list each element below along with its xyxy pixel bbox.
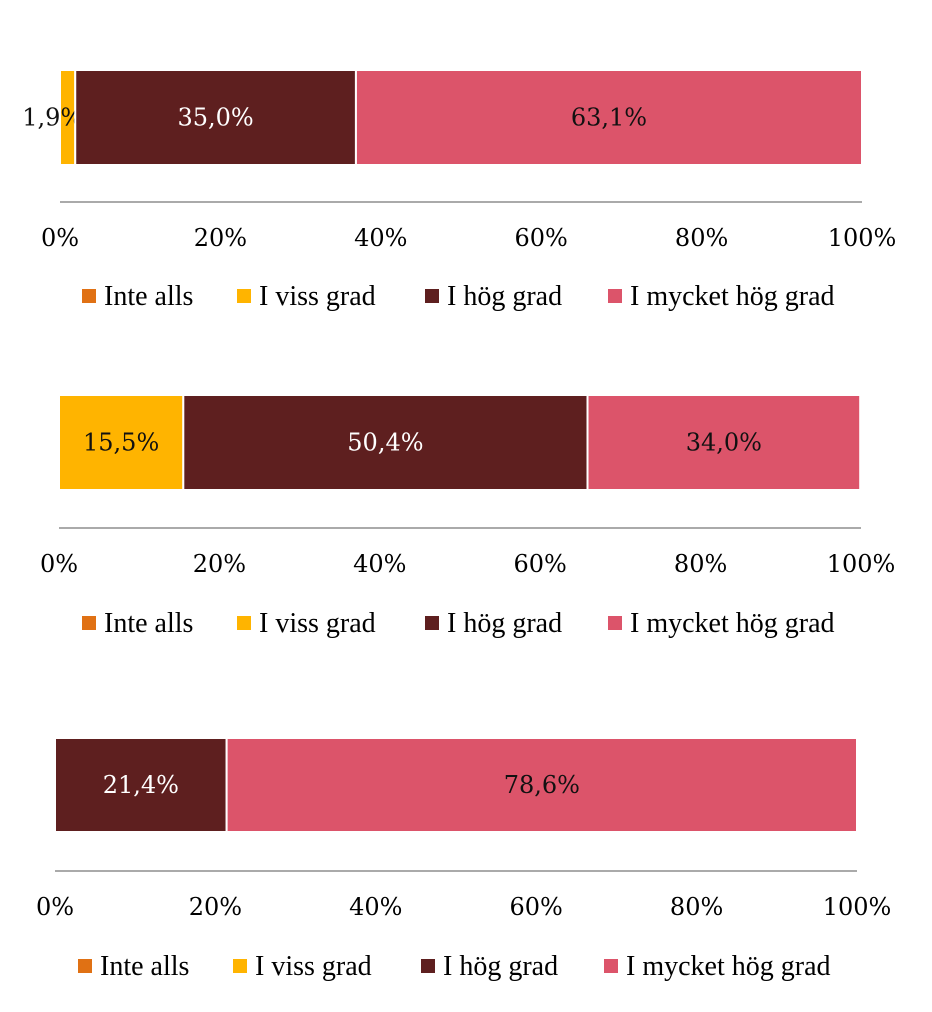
tick-label: 40% <box>353 550 406 578</box>
legend-swatch-i-hog-grad <box>425 616 439 630</box>
tick-label: 60% <box>514 550 567 578</box>
tick-label: 100% <box>828 224 897 252</box>
tick-label: 80% <box>675 224 728 252</box>
legend: Inte alls I viss grad I hög grad I mycket h… <box>82 608 835 639</box>
chart-3: 21,4% 78,6% 0% 20% 40% 60% 80% 100% Inte alls I v… <box>36 737 892 982</box>
legend-swatch-i-mycket-hog-grad <box>604 959 618 973</box>
data-label: 50,4% <box>347 429 423 457</box>
legend-swatch-i-viss-grad <box>233 959 247 973</box>
chart-1: 1,9% 35,0% 63,1% 0% 20% 40% 60% 80% 100% Inte all… <box>22 69 897 312</box>
tick-label: 60% <box>515 224 568 252</box>
tick-label: 0% <box>41 224 79 252</box>
tick-label: 20% <box>194 224 247 252</box>
legend-swatch-inte-alls <box>82 616 96 630</box>
legend-label: Inte alls <box>104 608 193 639</box>
legend-label: I hög grad <box>447 608 562 639</box>
legend-label: I mycket hög grad <box>630 281 835 312</box>
legend-label: I viss grad <box>255 951 372 982</box>
tick-label: 0% <box>40 550 78 578</box>
tick-label: 20% <box>193 550 246 578</box>
tick-label: 80% <box>670 893 723 921</box>
bar-segment-i-viss-grad <box>58 394 185 491</box>
bar-segment-i-mycket-hog-grad <box>225 737 859 833</box>
tick-label: 0% <box>36 893 74 921</box>
data-label: 15,5% <box>83 429 159 457</box>
legend-label: I viss grad <box>259 281 376 312</box>
legend-label: Inte alls <box>104 281 193 312</box>
legend-label: I viss grad <box>259 608 376 639</box>
data-label: 34,0% <box>686 429 762 457</box>
legend: Inte alls I viss grad I hög grad I mycket h… <box>82 281 835 312</box>
chart-2: 15,5% 50,4% 34,0% 0% 20% 40% 60% 80% 100% Inte al… <box>40 394 896 639</box>
bar-segment-i-mycket-hog-grad <box>354 69 863 166</box>
data-label: 21,4% <box>103 771 179 799</box>
legend-swatch-i-viss-grad <box>237 616 251 630</box>
tick-label: 100% <box>823 893 892 921</box>
legend-swatch-i-mycket-hog-grad <box>608 289 622 303</box>
data-label: 63,1% <box>571 104 647 132</box>
bar-segment-i-hog-grad <box>74 69 357 166</box>
legend-swatch-inte-alls <box>82 289 96 303</box>
bar-segment-i-hog-grad <box>54 737 228 833</box>
data-label: 35,0% <box>177 104 253 132</box>
tick-label: 40% <box>349 893 402 921</box>
tick-label: 40% <box>354 224 407 252</box>
bar-segment-i-mycket-hog-grad <box>586 394 862 491</box>
legend-swatch-i-hog-grad <box>421 959 435 973</box>
tick-label: 20% <box>189 893 242 921</box>
legend-label: Inte alls <box>100 951 189 982</box>
legend-label: I mycket hög grad <box>630 608 835 639</box>
bar-segment-i-hog-grad <box>182 394 589 491</box>
tick-label: 100% <box>827 550 896 578</box>
legend-label: I hög grad <box>443 951 558 982</box>
legend: Inte alls I viss grad I hög grad I mycket h… <box>78 951 831 982</box>
legend-swatch-i-viss-grad <box>237 289 251 303</box>
legend-swatch-inte-alls <box>78 959 92 973</box>
legend-swatch-i-mycket-hog-grad <box>608 616 622 630</box>
legend-label: I hög grad <box>447 281 562 312</box>
data-label: 78,6% <box>504 771 580 799</box>
tick-label: 60% <box>510 893 563 921</box>
legend-swatch-i-hog-grad <box>425 289 439 303</box>
data-label: 1,9% <box>22 104 83 132</box>
legend-label: I mycket hög grad <box>626 951 831 982</box>
tick-label: 80% <box>674 550 727 578</box>
